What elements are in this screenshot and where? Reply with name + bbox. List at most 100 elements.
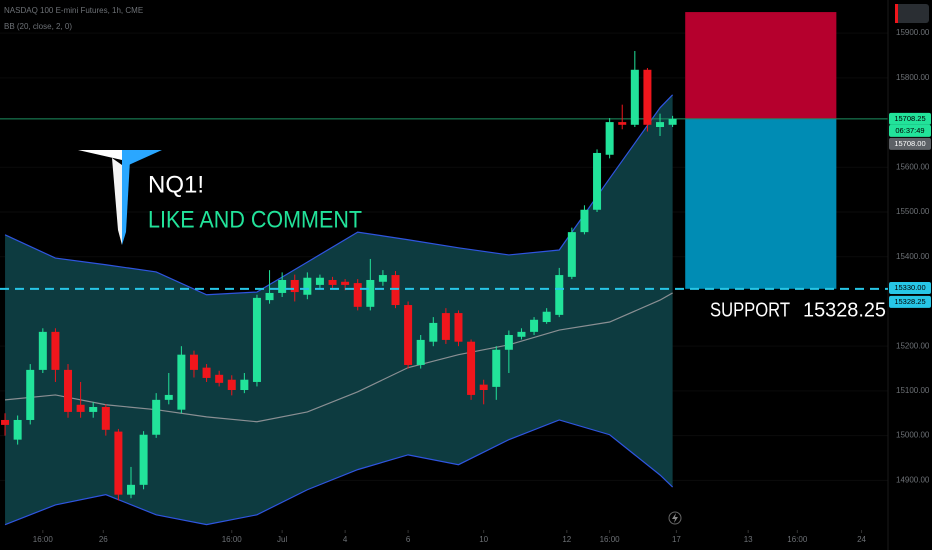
candle-body [580, 209, 589, 233]
band-lower [4, 419, 674, 526]
x-tick-label: 17 [672, 535, 681, 544]
candle-body [416, 339, 425, 365]
x-tick-label: 16:00 [787, 535, 808, 544]
candle-body [630, 69, 639, 125]
candle-body [278, 279, 287, 293]
support-text: SUPPORT [710, 299, 790, 321]
candle-body [38, 331, 47, 370]
candle-body [202, 367, 211, 378]
candle-body [656, 122, 665, 128]
position-target [685, 118, 837, 289]
current-price-label: 15708.25 [894, 114, 925, 123]
candle-body [479, 384, 488, 391]
candle-body [252, 297, 261, 382]
candle-body [555, 275, 564, 315]
candle-body [378, 275, 387, 282]
candle-body [240, 379, 249, 391]
candle-body [341, 281, 350, 285]
band-fill [5, 94, 673, 525]
candle-body [26, 369, 35, 420]
candle-body [64, 369, 73, 412]
band-basis [4, 292, 673, 423]
candle-body [227, 379, 236, 391]
candle-body [441, 313, 450, 340]
candle-body [353, 283, 362, 307]
y-tick-label: 15800.00 [896, 73, 930, 82]
candle-body [215, 374, 224, 383]
logo [78, 150, 162, 245]
candle-body [567, 232, 576, 277]
candle-body [13, 419, 22, 440]
candle-body [530, 319, 539, 332]
last-price-label: 15708.00 [894, 139, 925, 148]
countdown-label: 06:37:49 [895, 126, 924, 135]
x-tick-label: 6 [406, 535, 411, 544]
y-tick-label: 15100.00 [896, 386, 930, 395]
x-tick-label: 13 [744, 535, 753, 544]
x-tick-label: 16:00 [33, 535, 54, 544]
countdown-label-box [889, 124, 931, 137]
toolbar-button[interactable] [895, 4, 929, 23]
support-value: 15328.25 [803, 299, 886, 321]
x-tick-label: 24 [857, 535, 866, 544]
y-tick-label: 15400.00 [896, 252, 930, 261]
candle-body [89, 407, 98, 412]
y-tick-label: 15600.00 [896, 162, 930, 171]
candle-body [366, 279, 375, 307]
candle-body [315, 277, 324, 285]
replay-icon[interactable] [668, 511, 682, 525]
candle-body [467, 341, 476, 395]
candle-body [101, 407, 110, 430]
candle-body [1, 419, 10, 425]
support-price-label: 15328.25 [894, 297, 925, 306]
current-price-label-box [889, 112, 931, 125]
support-axis-label-box [889, 282, 931, 295]
candle-body [605, 122, 614, 155]
candle-body [290, 279, 299, 293]
candle-body [265, 292, 274, 301]
candle-body [643, 69, 652, 125]
indicator-label: BB (20, close, 2, 0) [4, 22, 72, 31]
y-tick-label: 15900.00 [896, 28, 930, 37]
x-tick-label: 16:00 [222, 535, 243, 544]
candle-body [517, 331, 526, 337]
y-tick-label: 15500.00 [896, 207, 930, 216]
band-upper [4, 94, 674, 296]
candle-body [328, 279, 337, 285]
last-price-label-box [889, 137, 931, 150]
candle-body [454, 313, 463, 342]
candle-body [126, 484, 135, 495]
x-tick-label: 10 [479, 535, 488, 544]
plot-area [0, 12, 888, 526]
candle-body [504, 334, 513, 350]
candle-body [404, 305, 413, 365]
candle-body [492, 349, 501, 387]
y-tick-label: 15200.00 [896, 341, 930, 350]
candle-body [152, 399, 161, 435]
candle-body [76, 404, 85, 412]
candle-body [177, 354, 186, 410]
candle-body [542, 311, 551, 323]
candle-body [618, 122, 627, 125]
candle-body [593, 152, 602, 210]
position-stop [685, 12, 837, 119]
candle-body [51, 331, 60, 370]
x-tick-label: 26 [99, 535, 108, 544]
candle-body [114, 431, 123, 495]
x-tick-label: 16:00 [600, 535, 621, 544]
x-tick-label: 4 [343, 535, 348, 544]
candle-body [429, 322, 438, 342]
candle-body [164, 394, 173, 400]
symbol-text: NQ1! [148, 171, 204, 198]
support-price-label-box [889, 295, 931, 308]
candle-body [303, 277, 312, 295]
candle-body [139, 434, 148, 485]
chart-title: NASDAQ 100 E-mini Futures, 1h, CME [4, 6, 143, 15]
candle-body [189, 354, 198, 370]
x-tick-label: 12 [562, 535, 571, 544]
x-tick-label: Jul [277, 535, 287, 544]
candle-body [391, 275, 400, 306]
call-text: LIKE AND COMMENT [148, 206, 362, 233]
support-axis-label: 15330.00 [894, 283, 925, 292]
